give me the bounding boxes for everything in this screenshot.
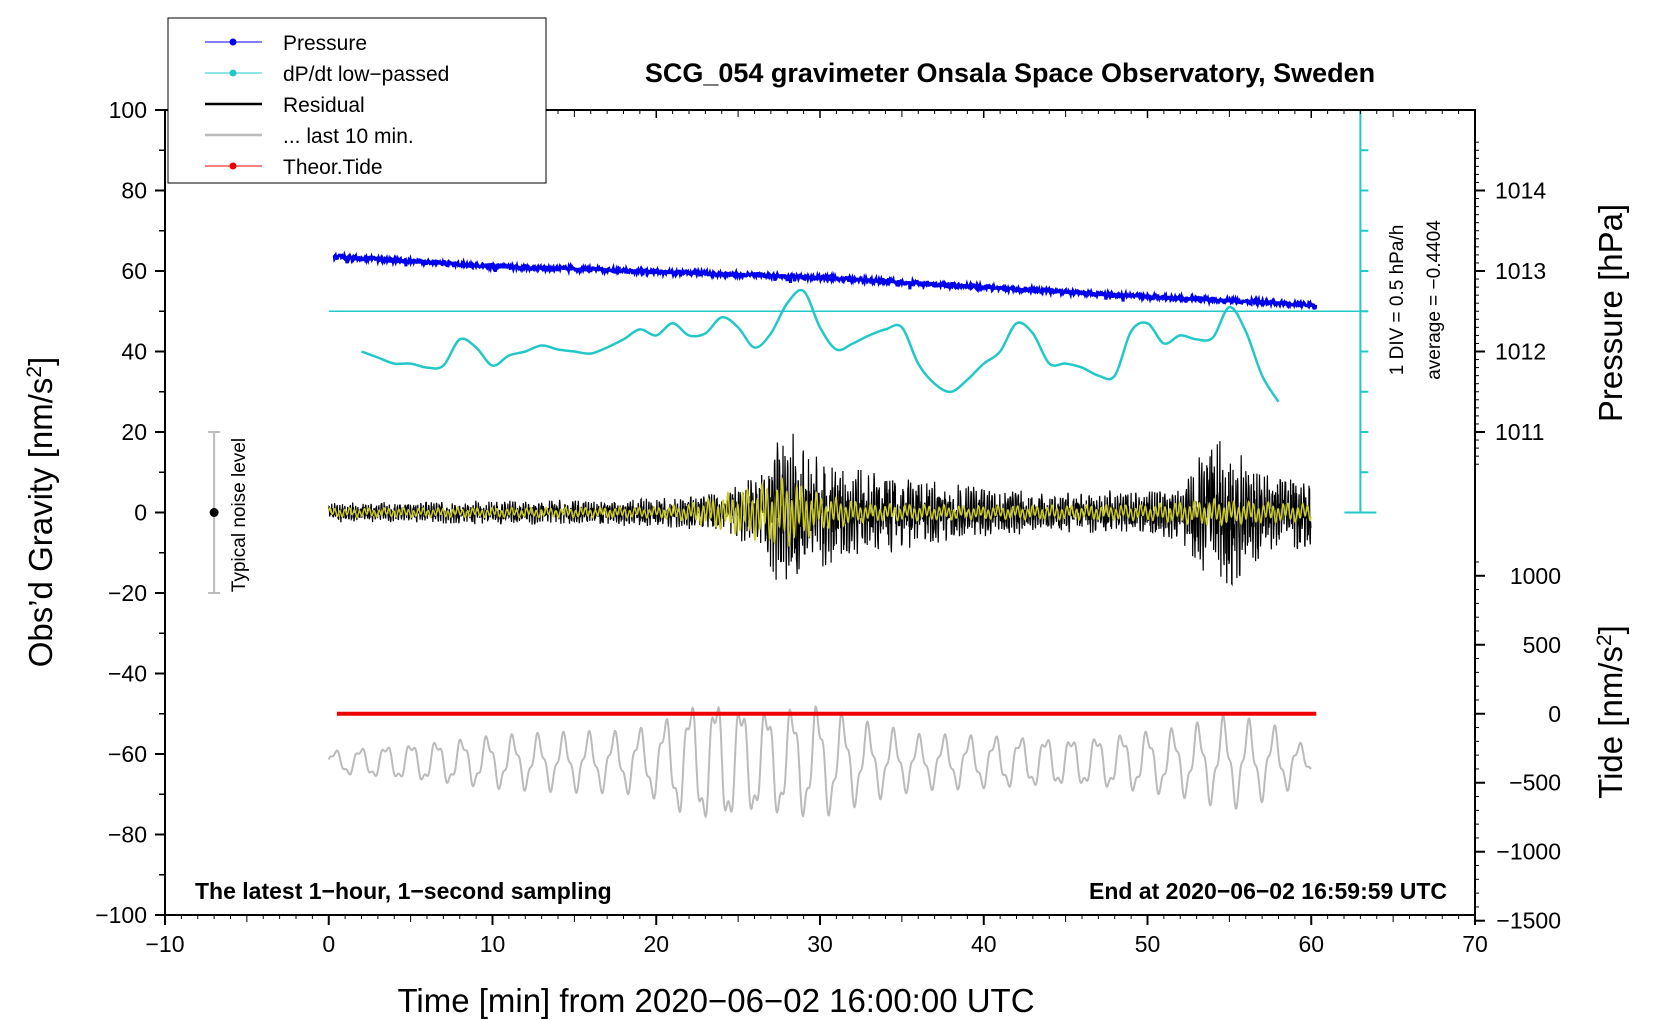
- legend-marker: [229, 69, 237, 77]
- footer-right: End at 2020−06−02 16:59:59 UTC: [1089, 878, 1447, 904]
- legend-label: ... last 10 min.: [283, 125, 414, 148]
- y-tick-label: −20: [108, 580, 147, 606]
- series-residual-lowpassed: [328, 477, 1312, 547]
- y-tick-label: 80: [121, 178, 147, 204]
- x-tick-label: 40: [971, 931, 997, 957]
- tide-tick-label: 500: [1523, 632, 1561, 658]
- legend: Pressure dP/dt low−passed Residual ... last…: [167, 17, 547, 184]
- x-tick-label: 10: [480, 931, 506, 957]
- series-last-10-min: [327, 705, 1312, 819]
- pressure-tick-label: 1011: [1495, 419, 1544, 445]
- y-tick-label: −100: [95, 902, 147, 928]
- legend-marker: [229, 38, 237, 46]
- footer-left: The latest 1−hour, 1−second sampling: [195, 878, 612, 904]
- tide-tick-label: 0: [1548, 701, 1561, 727]
- x-tick-label: 50: [1135, 931, 1161, 957]
- y-tick-label: 0: [134, 500, 147, 526]
- pressure-tick-label: 1012: [1495, 339, 1546, 365]
- scale-bar-average-label: average = −0.4404: [1424, 220, 1445, 380]
- x-tick-label: 60: [1298, 931, 1324, 957]
- legend-label: Theor.Tide: [283, 156, 383, 179]
- x-tick-label: 70: [1462, 931, 1488, 957]
- legend-box: [167, 17, 547, 184]
- x-tick-label: 20: [643, 931, 669, 957]
- y-axis-label-left: Obs’d Gravity [nm/s2]: [22, 357, 59, 668]
- legend-marker: [229, 162, 237, 170]
- legend-label: Pressure: [283, 32, 367, 55]
- axes-layer: −10 0 10 20 30 40 50 60 70−100−80−60−40−20020406…: [95, 97, 1561, 957]
- y-tick-label: 60: [121, 258, 147, 284]
- y-axis-label-tide: Tide [nm/s2]: [1592, 625, 1629, 799]
- chart-title: SCG_054 gravimeter Onsala Space Observat…: [645, 58, 1375, 88]
- tide-tick-label: −1500: [1496, 908, 1561, 934]
- y-tick-label: 40: [121, 339, 147, 365]
- series-dpdt-lowpassed: [361, 288, 1280, 403]
- x-tick-label: 30: [807, 931, 833, 957]
- y-tick-label: 20: [121, 419, 147, 445]
- data-layer: [208, 109, 1377, 819]
- tide-tick-label: 1000: [1510, 563, 1561, 589]
- noise-bar-center: [209, 508, 219, 517]
- y-tick-label: 100: [109, 97, 147, 123]
- legend-label: Residual: [283, 94, 365, 117]
- y-tick-label: −40: [108, 661, 147, 687]
- pressure-tick-label: 1013: [1495, 258, 1546, 284]
- y-tick-label: −60: [108, 741, 147, 767]
- tide-tick-label: −1000: [1496, 839, 1561, 865]
- y-axis-label-pressure: Pressure [hPa]: [1592, 204, 1629, 422]
- x-tick-label: −10: [145, 931, 184, 957]
- tide-tick-label: −500: [1509, 770, 1561, 796]
- pressure-tick-label: 1014: [1495, 178, 1546, 204]
- x-axis-label: Time [min] from 2020−06−02 16:00:00 UTC: [397, 982, 1034, 1019]
- y-tick-label: −80: [108, 822, 147, 848]
- x-tick-label: 0: [322, 931, 335, 957]
- noise-level-label: Typical noise level: [229, 438, 250, 592]
- scale-bar-label: 1 DIV = 0.5 hPa/h: [1387, 225, 1408, 376]
- legend-label: dP/dt low−passed: [283, 63, 449, 86]
- series-pressure: [332, 250, 1318, 311]
